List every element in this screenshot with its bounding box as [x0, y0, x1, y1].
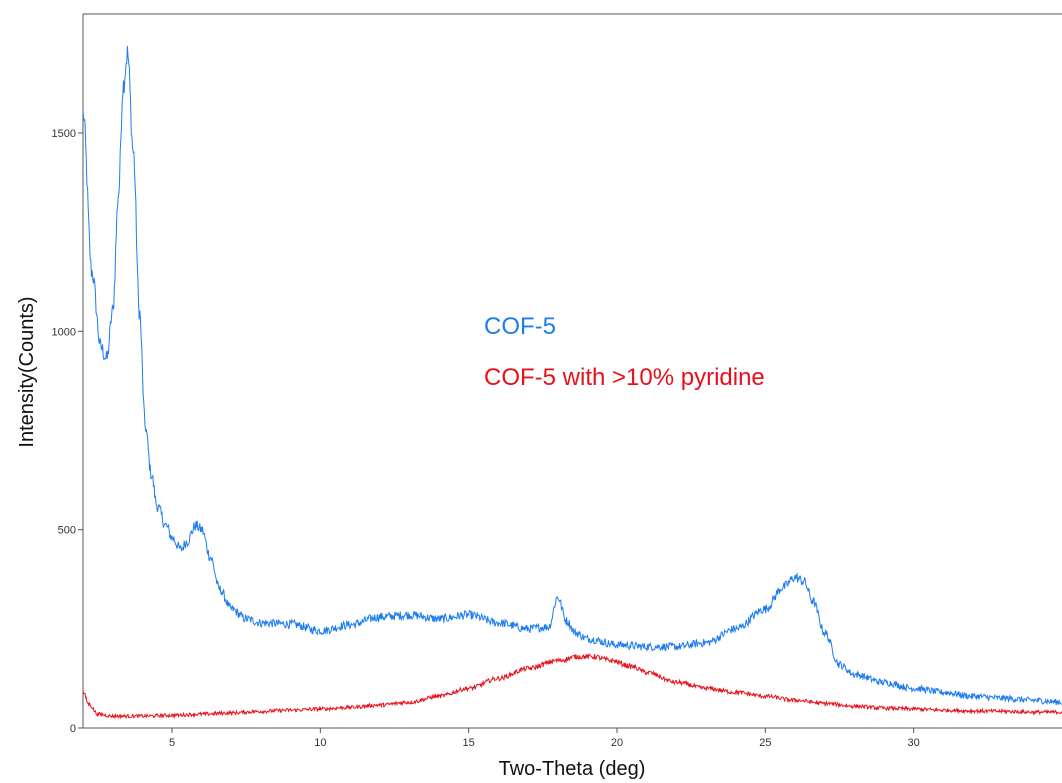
x-tick-label: 25 — [759, 737, 771, 749]
x-tick-label: 5 — [169, 737, 175, 749]
series-cof-5-pyridine-line — [82, 653, 1062, 720]
series-cof-5-line — [82, 45, 1062, 706]
x-tick-label: 10 — [314, 737, 326, 749]
y-tick-label: 0 — [70, 723, 76, 735]
series-lines — [82, 45, 1062, 720]
axis-ticks: 5 10 15 20 25 30 0 500 1000 1500 — [52, 128, 920, 749]
y-tick-label: 1500 — [52, 128, 76, 140]
y-axis-title: Intensity(Counts) — [16, 296, 38, 447]
y-tick-label: 500 — [58, 525, 76, 537]
x-tick-label: 30 — [908, 737, 920, 749]
x-tick-label: 20 — [611, 737, 623, 749]
legend-entry-cof-5-pyridine: COF-5 with >10% pyridine — [484, 364, 765, 391]
y-tick-label: 1000 — [52, 326, 76, 338]
x-axis-title: Two-Theta (deg) — [499, 758, 646, 780]
legend-entry-cof-5: COF-5 — [484, 313, 556, 340]
x-tick-label: 15 — [463, 737, 475, 749]
